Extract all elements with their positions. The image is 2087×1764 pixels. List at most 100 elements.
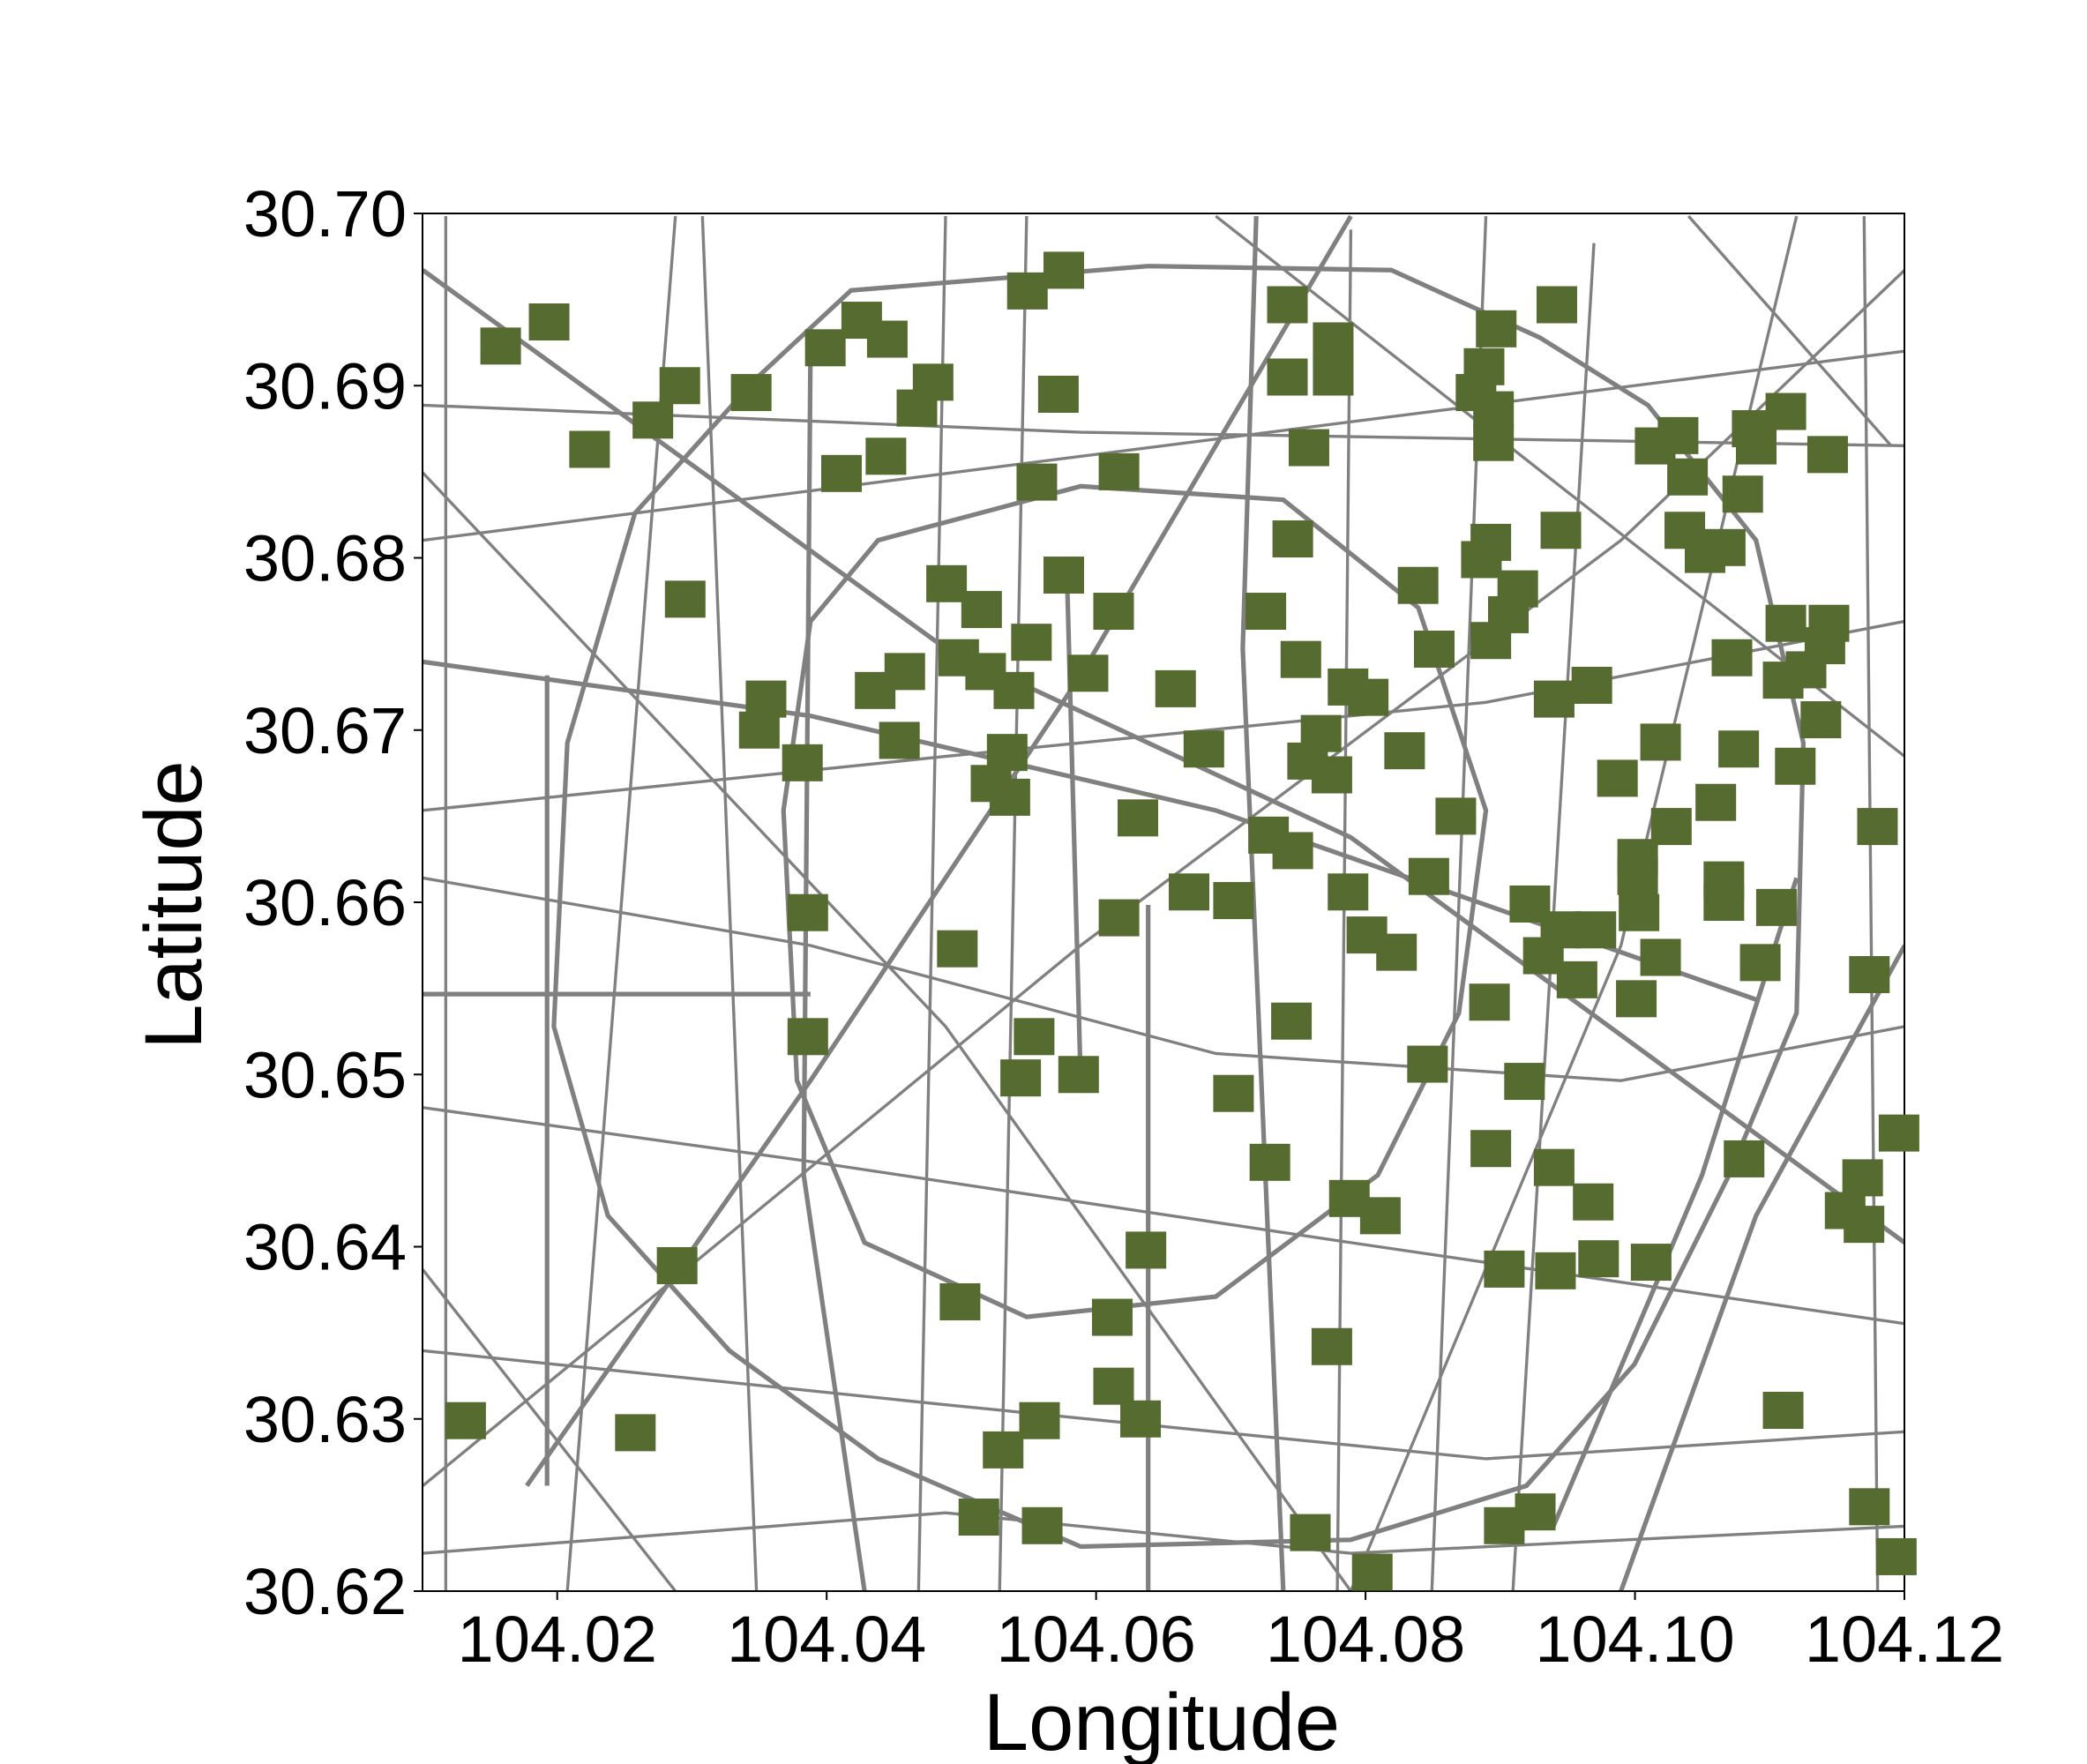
point: [1640, 723, 1681, 761]
point: [1484, 1250, 1525, 1288]
point: [1249, 1143, 1290, 1181]
point: [1667, 458, 1709, 496]
point: [1290, 1514, 1331, 1551]
point: [1504, 1063, 1545, 1101]
point: [1280, 640, 1321, 678]
point: [745, 680, 787, 718]
point: [1407, 1045, 1448, 1083]
point: [1476, 310, 1517, 348]
point: [1408, 857, 1449, 895]
point: [615, 1414, 656, 1452]
point: [1043, 557, 1084, 594]
point: [1578, 1240, 1619, 1278]
point: [445, 1401, 486, 1439]
point: [1359, 1197, 1401, 1235]
point: [865, 437, 907, 475]
point: [1775, 747, 1816, 785]
point: [1800, 701, 1842, 739]
point: [958, 1499, 999, 1536]
point: [1533, 680, 1575, 718]
y-tick-label: 30.70: [243, 177, 407, 250]
point: [1313, 322, 1354, 360]
point: [664, 580, 706, 618]
y-tick-label: 30.68: [243, 522, 407, 595]
point: [738, 711, 780, 749]
point: [1093, 593, 1134, 631]
point: [866, 320, 908, 358]
point: [632, 401, 674, 439]
point: [1497, 570, 1538, 608]
point: [1878, 1114, 1919, 1152]
point: [1650, 808, 1692, 846]
point: [1376, 933, 1418, 971]
point: [1857, 808, 1898, 846]
point: [939, 1282, 981, 1320]
point: [1849, 1488, 1890, 1526]
point: [1093, 1367, 1134, 1405]
point: [1718, 730, 1760, 768]
point: [1875, 1537, 1917, 1575]
point: [1573, 1183, 1614, 1221]
point: [659, 367, 700, 405]
point: [1739, 944, 1781, 982]
point: [879, 721, 920, 759]
point: [1098, 452, 1140, 490]
point: [1014, 1018, 1055, 1056]
point: [656, 1246, 698, 1284]
point: [1267, 286, 1308, 324]
point: [1722, 475, 1763, 513]
y-tick-label: 30.62: [243, 1555, 407, 1628]
point: [1535, 1252, 1576, 1289]
point: [782, 744, 823, 781]
point: [1037, 376, 1079, 414]
point: [1117, 799, 1158, 837]
y-axis-label: Latitude: [129, 760, 219, 1049]
point: [1213, 882, 1254, 920]
point: [1006, 272, 1048, 310]
point: [1473, 423, 1515, 461]
point: [569, 430, 610, 468]
point: [1313, 358, 1354, 396]
point: [528, 303, 570, 341]
point: [1016, 463, 1058, 501]
point: [1213, 1074, 1254, 1112]
point: [1021, 1506, 1063, 1544]
point: [787, 1018, 828, 1056]
point: [1556, 960, 1597, 998]
point: [961, 591, 1002, 629]
road-network: [423, 214, 1904, 1591]
point: [1271, 1002, 1313, 1040]
point: [1348, 678, 1389, 716]
point: [1183, 730, 1224, 768]
point: [1328, 873, 1369, 911]
y-tick-label: 30.65: [243, 1038, 407, 1111]
point: [1091, 1298, 1133, 1336]
point: [1533, 1148, 1575, 1186]
x-tick-label: 104.10: [1535, 1603, 1734, 1676]
point: [1272, 520, 1313, 558]
point: [1000, 1059, 1042, 1097]
point: [804, 329, 846, 367]
point: [1470, 523, 1512, 561]
x-axis-label: Longitude: [984, 1678, 1340, 1764]
y-tick-label: 30.67: [243, 694, 407, 767]
point: [1245, 593, 1287, 631]
point: [1575, 911, 1617, 949]
point: [1067, 654, 1109, 692]
point: [1058, 1056, 1099, 1094]
point: [983, 1431, 1024, 1469]
x-tick-label: 104.08: [1266, 1603, 1465, 1676]
point: [1762, 1391, 1804, 1429]
point: [1473, 391, 1515, 429]
point: [1019, 1401, 1060, 1439]
point: [1311, 756, 1352, 794]
point: [480, 327, 521, 365]
point: [1397, 566, 1439, 604]
point: [1267, 358, 1308, 396]
point: [1536, 286, 1577, 324]
point: [912, 363, 954, 401]
point: [1011, 624, 1052, 662]
point: [820, 454, 862, 492]
point: [1616, 980, 1657, 1018]
